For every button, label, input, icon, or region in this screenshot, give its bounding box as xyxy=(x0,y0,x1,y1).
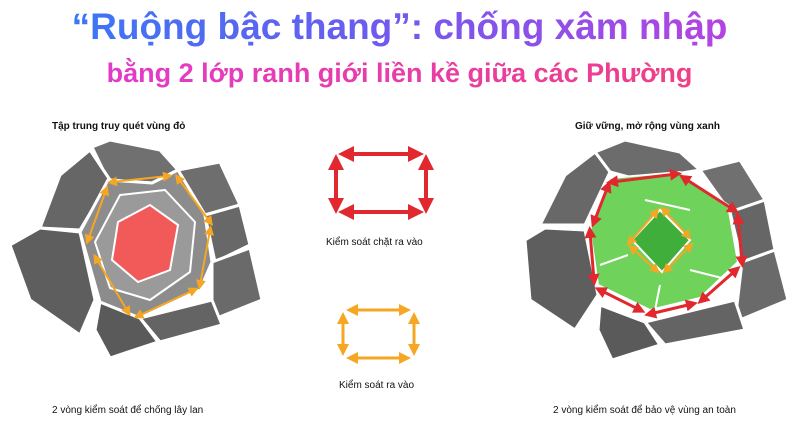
legend-normal-label: Kiểm soát ra vào xyxy=(339,380,415,391)
left-panel-caption: 2 vòng kiểm soát để chống lây lan xyxy=(52,405,204,416)
left-panel-heading: Tập trung truy quét vùng đỏ xyxy=(52,121,186,132)
legend-normal-icon xyxy=(337,304,420,364)
orange-arrows-right xyxy=(626,206,694,274)
subtitle: bằng 2 lớp ranh giới liền kề giữa các Ph… xyxy=(0,58,799,89)
right-panel-caption: 2 vòng kiểm soát để bảo vệ vùng an toàn xyxy=(553,405,736,416)
main-title: “Ruộng bậc thang”: chống xâm nhập xyxy=(0,6,799,48)
right-panel-heading: Giữ vững, mở rộng vùng xanh xyxy=(575,121,720,132)
orange-arrows xyxy=(84,171,215,319)
legend-strict-label: Kiểm soát chặt ra vào xyxy=(326,237,423,248)
red-arrows-right xyxy=(584,168,748,319)
